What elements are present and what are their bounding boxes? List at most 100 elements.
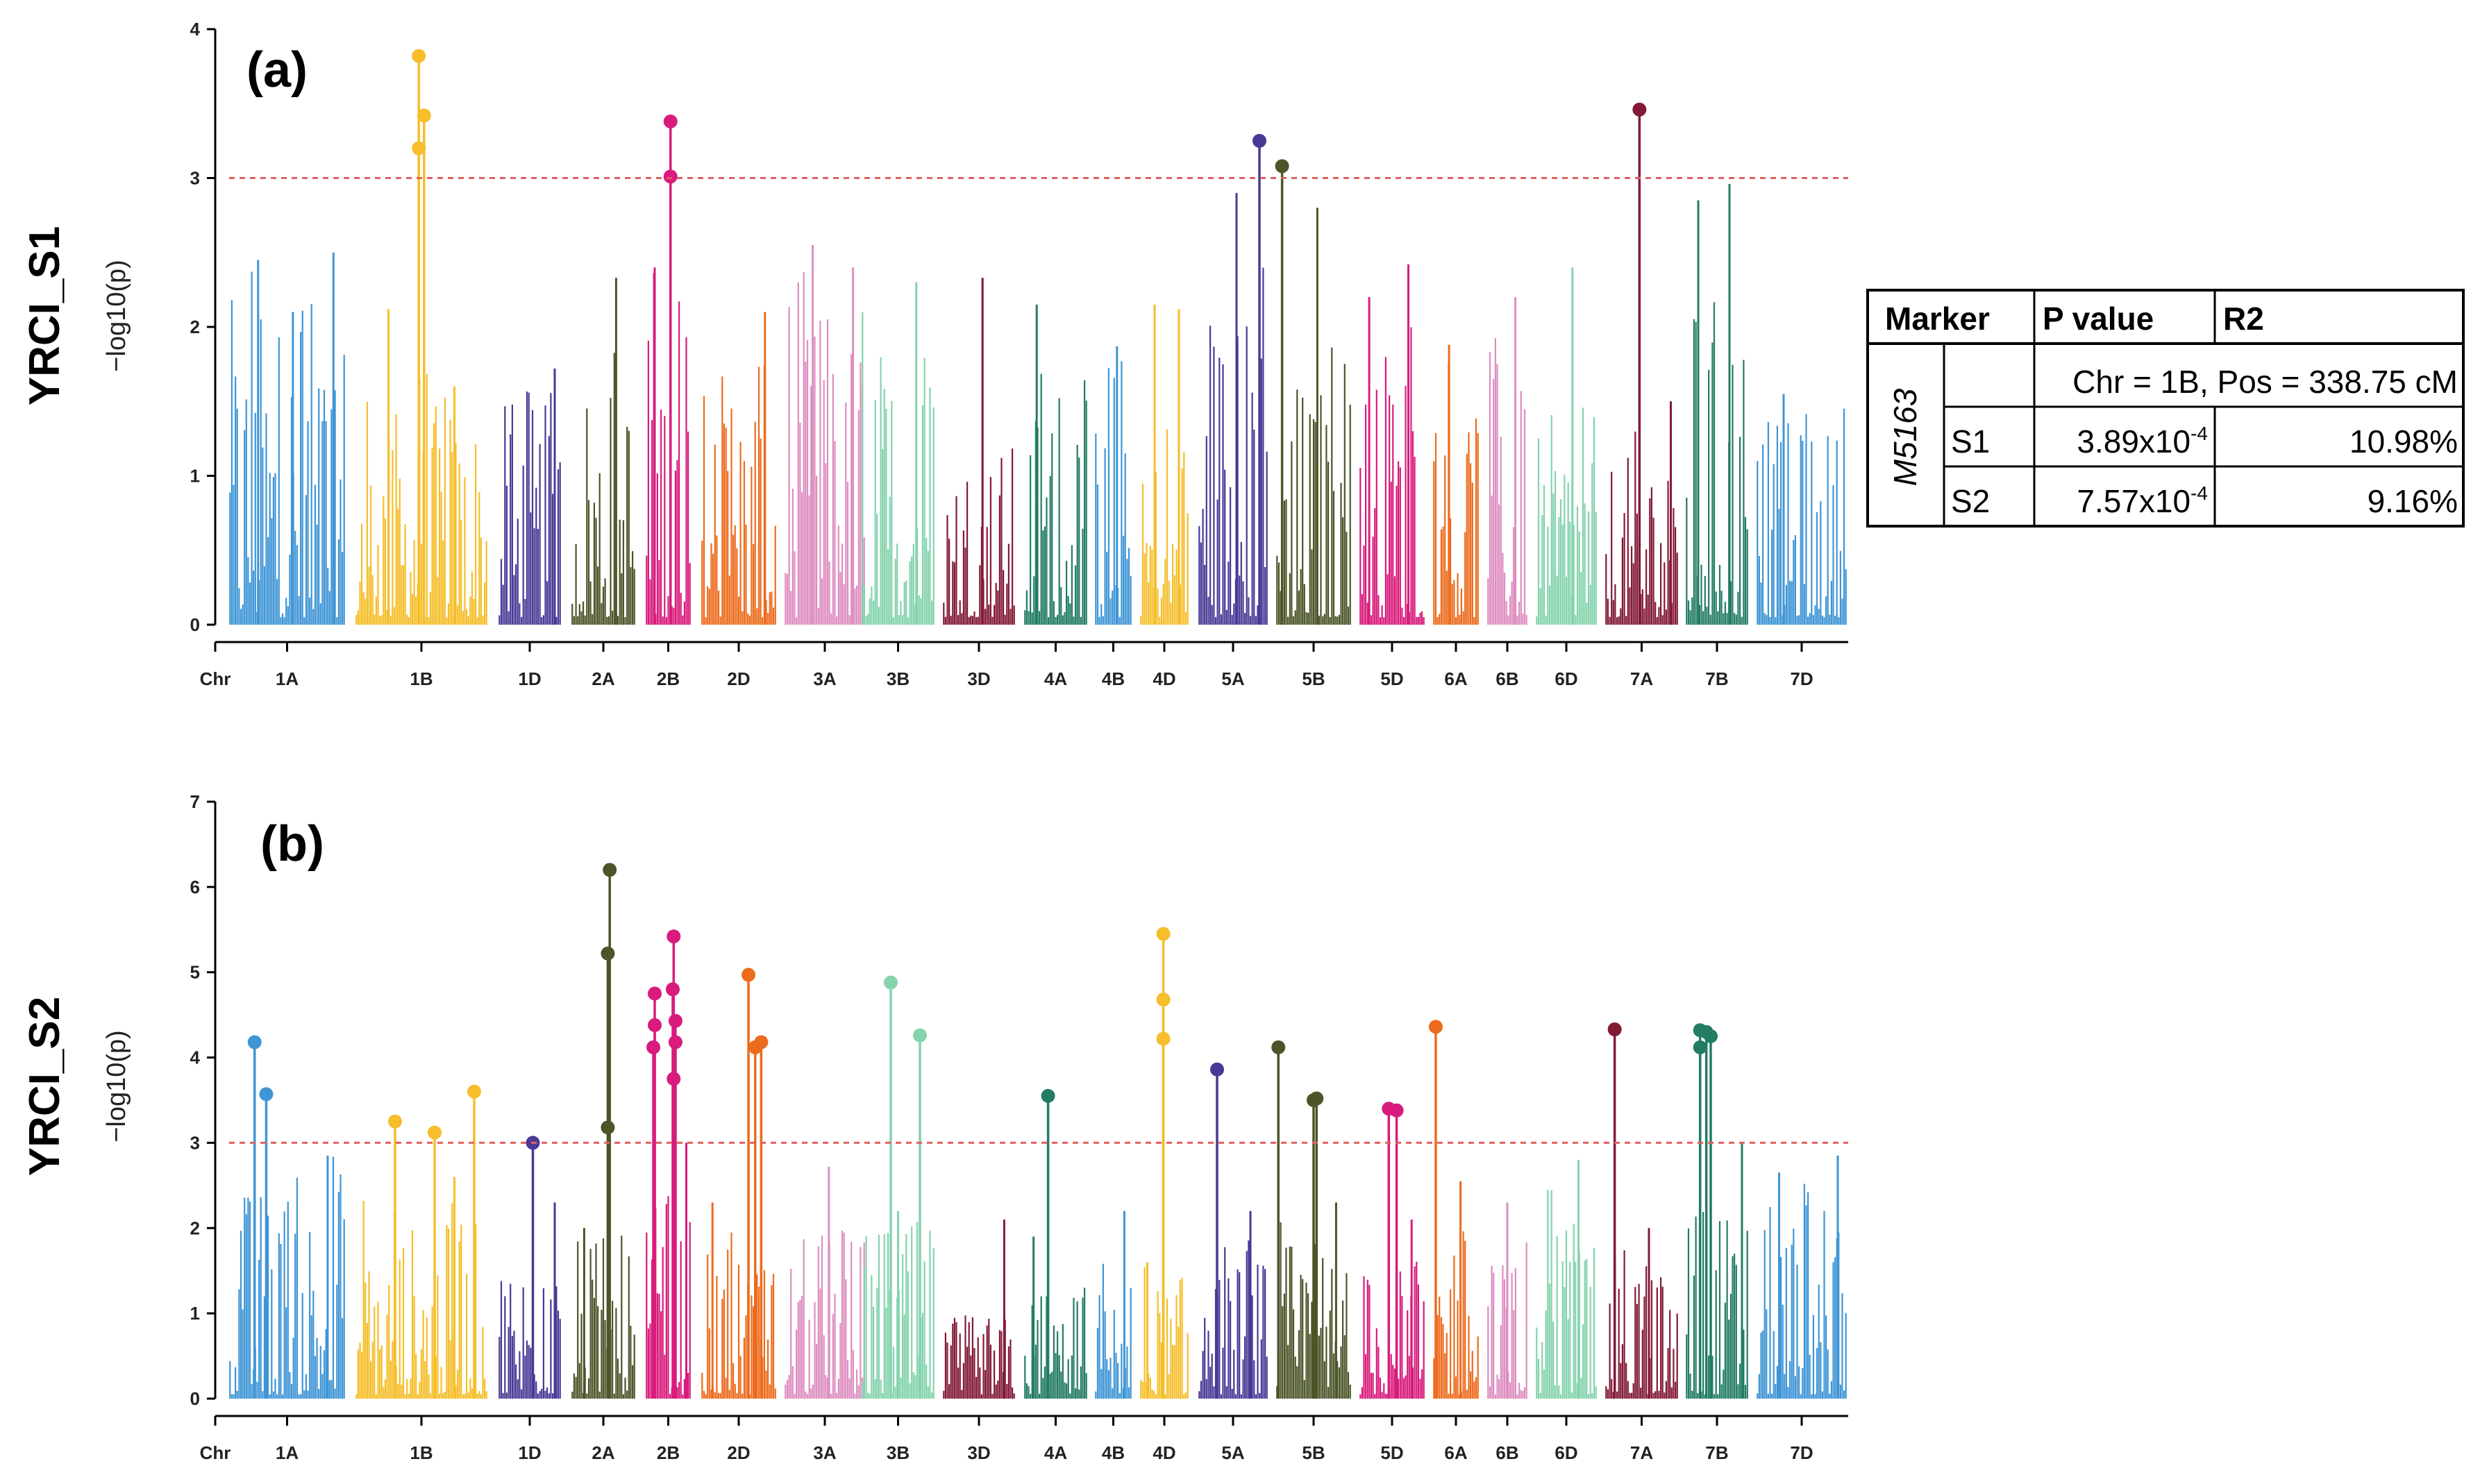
y-tick-label-b-3: 3: [190, 1132, 200, 1153]
snp-bars-5A-b: [1198, 1240, 1268, 1399]
chromosome-2D-a: [701, 312, 776, 625]
chromosome-4B-b: [1095, 1211, 1132, 1399]
snp-bars-2D-a: [701, 365, 776, 625]
snp-bars-5D-a: [1359, 327, 1425, 625]
chromosome-3D-b: [943, 1220, 1015, 1399]
x-tick-label-2D-b: 2D: [727, 1442, 750, 1463]
snp-bars-4D-b: [1140, 1267, 1189, 1399]
panel-a-marks: [229, 49, 1848, 625]
snp-bars-3A-b: [785, 1230, 865, 1399]
chromosome-5D-a: [1359, 264, 1425, 625]
x-tick-label-4A-a: 4A: [1044, 668, 1067, 689]
x-tick-label-6D-a: 6D: [1555, 668, 1577, 689]
panel-b-axes: 0 1 2 3 4 5 6 7 Chr 1A 1B 1D 2A 2B 2D 3A 3B 3D 4A 4B 4D 5A 5B 5…: [190, 791, 1848, 1463]
hit-point-2B-b-5: [668, 1013, 682, 1028]
x-tick-label-3D-a: 3D: [967, 668, 990, 689]
x-tick-label-7A-a: 7A: [1630, 668, 1653, 689]
chromosome-4A-b: [1024, 1088, 1087, 1399]
snp-bars-1A-a: [229, 271, 345, 625]
x-tick-label-7A-b: 7A: [1630, 1442, 1653, 1463]
x-tick-label-2A-b: 2A: [592, 1442, 614, 1463]
x-tick-label-1B-a: 1B: [410, 668, 433, 689]
x-tick-label-5A-b: 5A: [1221, 1442, 1244, 1463]
x-tick-label-1A-b: 1A: [276, 1442, 299, 1463]
y-tick-label-a-2: 2: [190, 317, 200, 337]
table-row-s2-pvalue: 7.57x10-4: [2077, 482, 2208, 519]
snp-bars-6A-b: [1433, 1215, 1479, 1399]
table-position: Chr = 1B, Pos = 338.75 cM: [2072, 364, 2458, 400]
x-tick-label-1D-b: 1D: [518, 1442, 541, 1463]
x-tick-label-2B-b: 2B: [657, 1442, 680, 1463]
hit-point-5B-b-2: [1309, 1091, 1324, 1106]
hit-point-2B-b-2: [646, 1040, 661, 1054]
x-tick-label-7B-b: 7B: [1705, 1442, 1728, 1463]
chromosome-5A-b: [1198, 1062, 1268, 1399]
table-header-pvalue: P value: [2043, 301, 2154, 337]
y-tick-label-b-5: 5: [190, 962, 200, 983]
snp-bars-4B-b: [1095, 1263, 1132, 1399]
chromosome-4D-a: [1140, 304, 1189, 625]
chromosome-3A-b: [785, 1166, 865, 1399]
chromosome-1B-a: [355, 49, 487, 625]
snp-bars-4B-a: [1095, 361, 1132, 625]
snp-bars-3D-a: [943, 448, 1015, 625]
panel-b-label: (b): [260, 816, 324, 872]
snp-bars-6D-b: [1536, 1190, 1597, 1399]
hit-point-1B-a-1: [412, 141, 426, 155]
y-tick-label-b-2: 2: [190, 1217, 200, 1238]
chromosome-6B-b: [1487, 1202, 1527, 1399]
snp-bars-4A-b: [1024, 1288, 1087, 1399]
x-tick-label-5A-a: 5A: [1221, 668, 1244, 689]
hit-point-2A-b-2: [601, 1120, 615, 1135]
chromosome-5D-b: [1359, 1102, 1425, 1399]
chromosome-4A-a: [1024, 304, 1087, 625]
x-axis-label-b: Chr: [200, 1442, 231, 1463]
x-tick-label-2D-a: 2D: [727, 668, 750, 689]
table-header-marker: Marker: [1885, 301, 1990, 337]
x-tick-label-2B-a: 2B: [657, 668, 680, 689]
chromosome-7D-a: [1757, 394, 1847, 625]
snp-bars-7D-a: [1757, 408, 1847, 625]
x-tick-label-5D-b: 5D: [1380, 1442, 1403, 1463]
y-tick-label-a-3: 3: [190, 168, 200, 189]
snp-bars-7A-a: [1605, 431, 1678, 625]
hit-point-1B-b-0: [388, 1114, 402, 1129]
x-tick-label-6B-b: 6B: [1495, 1442, 1518, 1463]
x-tick-label-1D-a: 1D: [518, 668, 541, 689]
chromosome-2A-a: [571, 278, 635, 625]
hit-point-6A-b-0: [1428, 1020, 1443, 1034]
snp-bars-3B-a: [862, 312, 935, 625]
hit-point-2B-b-1: [648, 1018, 662, 1032]
hit-point-5A-a-0: [1252, 133, 1266, 148]
hit-point-3B-b-1: [913, 1028, 927, 1043]
x-tick-label-1B-b: 1B: [410, 1442, 433, 1463]
chromosome-1A-a: [229, 252, 345, 625]
y-tick-label-b-7: 7: [190, 791, 200, 812]
snp-bars-1B-a: [355, 373, 487, 625]
chromosome-7B-a: [1686, 184, 1748, 625]
panel-b: (b) YRCI_S2 −log10(p) 0 1 2 3 4 5 6 7 Chr 1A 1B 1D 2…: [21, 791, 1848, 1463]
panel-a-axes: 0 1 2 3 4 Chr 1A 1B 1D 2A 2B 2D 3A 3B 3D 4A 4B 4D 5A 5B 5D 6A…: [190, 19, 1848, 689]
snp-bars-1D-b: [498, 1281, 561, 1399]
snp-bars-7A-b: [1605, 1250, 1678, 1399]
hit-point-2B-b-6: [668, 1035, 682, 1049]
hit-point-4D-b-2: [1156, 1031, 1171, 1046]
x-tick-label-6A-b: 6A: [1444, 1442, 1467, 1463]
x-tick-label-3A-a: 3A: [813, 668, 836, 689]
snp-bars-6A-a: [1433, 364, 1479, 625]
x-tick-label-2A-a: 2A: [592, 668, 614, 689]
snp-bars-3A-a: [785, 272, 865, 625]
chromosome-7A-a: [1605, 102, 1678, 625]
hit-point-2B-b-0: [648, 986, 662, 1001]
hit-point-1B-b-1: [428, 1125, 442, 1140]
snp-bars-3D-b: [943, 1315, 1015, 1399]
x-tick-label-5B-b: 5B: [1302, 1442, 1325, 1463]
table-marker-name: M5163: [1887, 388, 1923, 486]
snp-bars-6B-a: [1487, 338, 1527, 625]
hit-point-4A-b-0: [1041, 1088, 1055, 1103]
x-axis-label-a: Chr: [200, 668, 231, 689]
hit-point-1B-a-0: [412, 49, 426, 63]
hit-point-2B-a-0: [663, 114, 678, 128]
hit-point-1A-b-1: [259, 1087, 274, 1102]
